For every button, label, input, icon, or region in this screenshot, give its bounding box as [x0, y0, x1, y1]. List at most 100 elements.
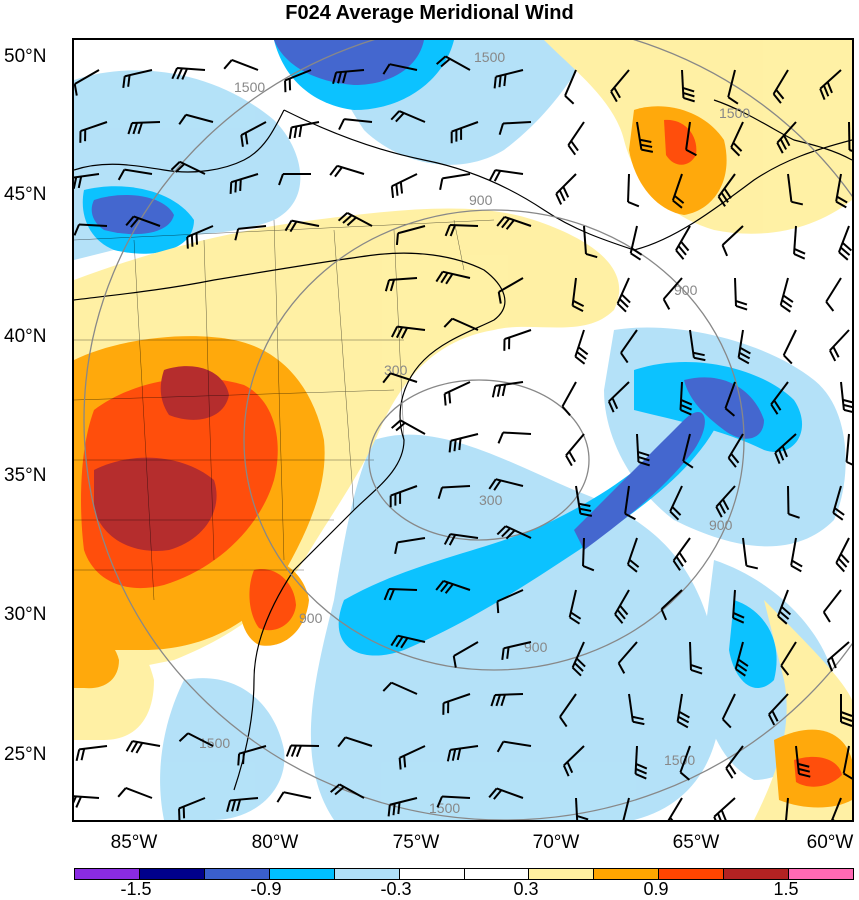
wind-barb — [626, 537, 640, 573]
colorbar-swatch — [334, 869, 400, 879]
wind-barb — [186, 225, 214, 249]
wind-barb — [74, 173, 100, 189]
colorbar-swatch — [529, 869, 595, 879]
wind-barb — [127, 121, 161, 135]
wind-barb — [382, 372, 418, 384]
lon-label-75w: 75°W — [392, 832, 440, 853]
wind-barb — [330, 783, 365, 799]
wind-barb — [730, 121, 744, 157]
wind-barb — [571, 277, 585, 312]
wind-barb — [689, 641, 703, 675]
wind-barb — [398, 745, 426, 770]
wind-barb — [390, 173, 418, 199]
wind-barb — [436, 795, 471, 808]
wind-barb — [793, 225, 806, 260]
wind-barb — [561, 381, 577, 416]
wind-barb — [721, 693, 736, 729]
wind-barb — [337, 211, 373, 227]
wind-barb — [382, 63, 418, 75]
lon-label-60w: 60°W — [806, 832, 854, 853]
wind-barb — [734, 277, 748, 311]
wind-barb — [627, 173, 640, 208]
colorbar-swatch — [269, 869, 335, 879]
colorbar-swatch — [724, 869, 790, 879]
wind-barb — [662, 277, 683, 310]
contour-label: 900 — [674, 282, 698, 298]
wind-barb — [571, 641, 586, 677]
wind-barb — [278, 173, 311, 186]
wind-barb — [567, 121, 585, 156]
wind-barb — [450, 121, 479, 144]
wind-barb — [435, 579, 471, 594]
wind-barb — [675, 225, 691, 260]
wind-barb — [564, 69, 577, 105]
wind-barb — [498, 121, 532, 135]
contour-label: 1500 — [719, 105, 750, 121]
wind-barb — [614, 589, 630, 624]
wind-barb — [717, 173, 736, 207]
wind-barb — [74, 223, 108, 236]
wind-barb — [391, 325, 426, 339]
wind-barb — [676, 693, 690, 729]
wind-barb — [669, 485, 683, 521]
wind-barb — [390, 634, 426, 649]
wind-barb — [582, 537, 595, 572]
wind-barb — [822, 589, 842, 623]
wind-barb — [229, 173, 259, 194]
colorbar-swatch — [789, 869, 854, 879]
wind-barb — [636, 433, 650, 467]
wind-barb — [178, 732, 214, 747]
wind-barb — [75, 745, 108, 762]
wind-barb — [819, 69, 842, 100]
wind-barb — [488, 169, 524, 182]
wind-barb — [555, 173, 577, 205]
wind-barb — [125, 215, 161, 228]
wind-barbs — [74, 55, 852, 820]
wind-barb — [780, 641, 797, 676]
wind-barb — [387, 797, 418, 817]
wind-barb — [848, 121, 852, 155]
contour-labels: 1500 1500 1500 1500 1500 1500 900 900 90… — [199, 49, 750, 816]
contour-label: 900 — [524, 639, 548, 655]
wind-barb — [497, 431, 532, 444]
wind-barb — [629, 225, 643, 261]
colorbar-swatch — [139, 869, 205, 879]
wind-barb — [779, 277, 794, 313]
wind-barb — [840, 694, 852, 727]
lat-label-25n: 25°N — [4, 744, 47, 765]
wind-barb — [829, 329, 850, 362]
wind-barb — [737, 329, 751, 365]
wind-barb — [715, 485, 736, 518]
colorbar-swatch — [594, 869, 660, 879]
wind-barb — [394, 537, 426, 555]
wind-barb — [768, 693, 789, 726]
wind-barb — [825, 277, 842, 312]
wind-barb — [660, 589, 683, 621]
wind-barb — [390, 110, 426, 123]
wind-barb — [770, 381, 789, 415]
wind-barb — [575, 797, 589, 820]
wind-barb — [790, 537, 803, 573]
wind-barb — [795, 745, 811, 778]
wind-barb — [497, 277, 524, 304]
wind-barb — [117, 787, 153, 799]
wind-shading — [74, 40, 852, 820]
wind-barb — [787, 485, 800, 519]
wind-barb — [671, 173, 685, 209]
wind-barb — [727, 433, 744, 468]
wind-barb — [562, 745, 585, 777]
contour-label: 1500 — [234, 79, 265, 95]
lat-label-30n: 30°N — [4, 604, 47, 625]
colorbar-label: 1.5 — [773, 879, 799, 899]
wind-barb — [835, 173, 848, 209]
wind-barb — [575, 485, 593, 517]
wind-barb — [384, 277, 418, 292]
wind-barb — [338, 118, 373, 131]
wind-barb — [332, 69, 365, 85]
wind-barb — [240, 121, 267, 147]
colorbar-swatch — [464, 869, 530, 879]
wind-barb — [488, 478, 524, 491]
lat-label-40n: 40°N — [4, 326, 47, 347]
contour-label: 1500 — [429, 800, 460, 816]
map-canvas: 1500 1500 1500 1500 1500 1500 900 900 90… — [74, 40, 852, 820]
